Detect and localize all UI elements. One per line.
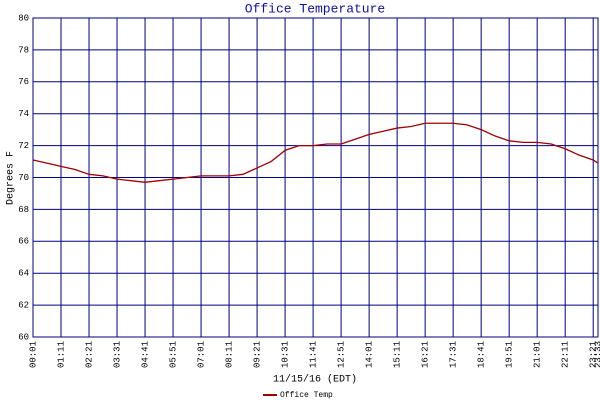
x-tick-label: 12:51 <box>336 341 346 368</box>
x-tick-label: 04:41 <box>140 341 150 368</box>
x-tick-label: 16:21 <box>421 341 431 368</box>
x-tick-label: 15:11 <box>393 341 403 368</box>
y-tick-label: 76 <box>18 77 29 87</box>
x-tick-label: 17:31 <box>449 341 459 368</box>
y-tick-label: 62 <box>18 300 29 310</box>
x-tick-label: 05:51 <box>168 341 178 368</box>
x-tick-label: 11:41 <box>308 341 318 368</box>
x-tick-label: 22:11 <box>561 341 571 368</box>
x-axis-label: 11/15/16 (EDT) <box>273 374 357 386</box>
data-line <box>32 122 599 183</box>
x-tick-label: 14:01 <box>364 341 374 368</box>
y-tick-label: 66 <box>18 237 29 247</box>
y-tick-label: 68 <box>18 205 29 215</box>
legend-label: Office Temp <box>280 391 333 400</box>
x-tick-label: 08:11 <box>224 341 234 368</box>
x-tick-label: 23:21 <box>589 341 599 368</box>
x-tick-label: 10:31 <box>280 341 290 368</box>
x-tick-label: 00:01 <box>28 341 38 368</box>
y-tick-label: 78 <box>18 45 29 55</box>
y-axis-label: Degrees F <box>6 151 17 205</box>
y-tick-label: 70 <box>18 173 29 183</box>
x-tick-label: 07:01 <box>196 341 206 368</box>
x-tick-label: 19:51 <box>505 341 515 368</box>
x-tick-label: 02:21 <box>84 341 94 368</box>
x-tick-label: 01:11 <box>56 341 66 368</box>
y-tick-label: 74 <box>18 109 29 119</box>
y-tick-label: 60 <box>18 332 29 342</box>
x-tick-label: 23:33 <box>593 341 600 368</box>
chart-title: Office Temperature <box>245 1 385 16</box>
x-tick-label: 18:41 <box>477 341 487 368</box>
x-tick-label: 03:31 <box>112 341 122 368</box>
y-tick-label: 72 <box>18 141 29 151</box>
y-tick-label: 80 <box>18 13 29 23</box>
x-tick-label: 09:21 <box>252 341 262 368</box>
y-tick-label: 64 <box>18 269 29 279</box>
x-tick-label: 21:01 <box>533 341 543 368</box>
